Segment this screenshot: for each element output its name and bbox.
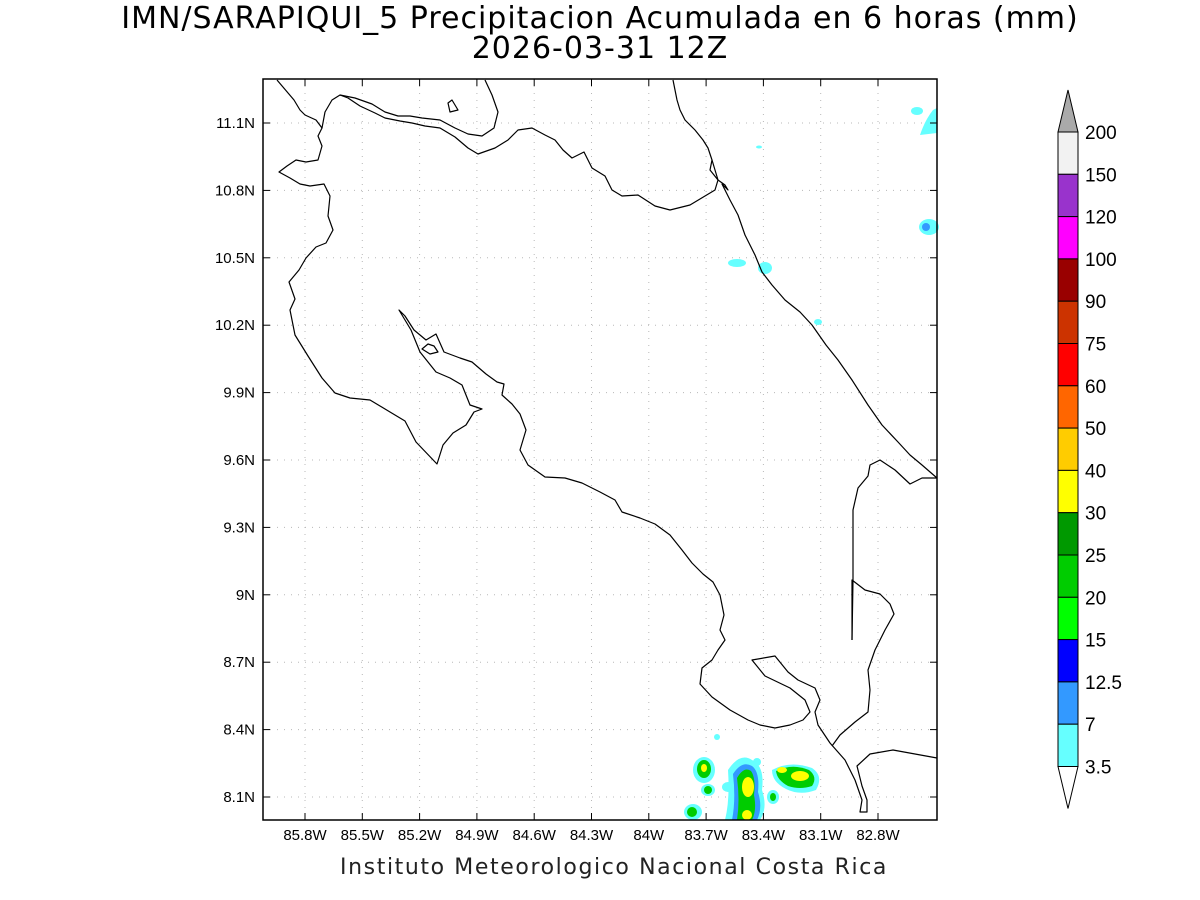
colorbar-label: 90	[1085, 292, 1106, 313]
colorbar-label: 30	[1085, 504, 1106, 525]
colorbar-label: 40	[1085, 461, 1106, 482]
colorbar-label: 20	[1085, 588, 1106, 609]
map-frame	[262, 78, 938, 821]
colorbar-label: 25	[1085, 546, 1106, 567]
chart-subtitle-date: 2026-03-31 12Z	[471, 31, 729, 66]
colorbar-label: 200	[1085, 123, 1117, 144]
lat-tick-label: 11.1N	[216, 115, 255, 132]
colorbar-label: 60	[1085, 377, 1106, 398]
lon-tick-label: 85.8W	[283, 827, 327, 844]
colorbar-swatch	[1057, 681, 1079, 725]
colorbar-swatch	[1057, 385, 1079, 429]
colorbar-swatch	[1057, 216, 1079, 260]
colorbar-label: 150	[1085, 165, 1117, 186]
colorbar-swatch	[1057, 258, 1079, 302]
credit-text: Instituto Meteorologico Nacional Costa R…	[340, 855, 888, 880]
latitude-ticks: 11.1N 10.8N 10.5N 10.2N 9.9N 9.6N 9.3N 9N 8.7N 8.…	[215, 115, 937, 806]
lat-tick-label: 9.6N	[223, 452, 255, 469]
precipitation-field	[684, 107, 939, 820]
coastline	[276, 79, 938, 813]
colorbar-swatch	[1057, 343, 1079, 387]
lat-tick-label: 8.7N	[223, 654, 255, 671]
lat-tick-label: 9.3N	[223, 519, 255, 536]
colorbar-swatch	[1057, 723, 1079, 768]
lon-tick-label: 84.9W	[455, 827, 499, 844]
lon-tick-label: 82.8W	[856, 827, 900, 844]
colorbar-label: 50	[1085, 419, 1106, 440]
lat-tick-label: 10.2N	[215, 317, 255, 334]
colorbar-swatch	[1057, 427, 1079, 471]
lon-tick-label: 84.6W	[513, 827, 557, 844]
colorbar-label: 3.5	[1085, 758, 1111, 779]
lat-tick-label: 9.9N	[223, 385, 255, 402]
lat-tick-label: 10.8N	[215, 182, 255, 199]
colorbar-swatch	[1057, 596, 1079, 641]
colorbar-label: 100	[1085, 250, 1117, 271]
colorbar-swatch	[1057, 469, 1079, 514]
lon-tick-label: 83.1W	[799, 827, 843, 844]
lon-tick-label: 85.2W	[398, 827, 442, 844]
lat-tick-label: 8.4N	[223, 722, 255, 739]
lat-tick-label: 9N	[236, 587, 255, 604]
colorbar-swatch	[1057, 639, 1079, 683]
colorbar-swatch	[1057, 554, 1079, 598]
chart-title: IMN/SARAPIQUI_5 Precipitacion Acumulada …	[121, 1, 1079, 36]
colorbar: 200 150 120 100 90 75 60 50 40 30 25 20 15 12.5 7 3.5	[1057, 89, 1122, 809]
lon-tick-label: 84.3W	[570, 827, 614, 844]
colorbar-swatch	[1057, 512, 1079, 556]
longitude-ticks: 85.8W 85.5W 85.2W 84.9W 84.6W 84.3W 84W 83.7W 83…	[283, 79, 901, 844]
colorbar-swatch	[1057, 173, 1079, 218]
colorbar-swatch	[1057, 300, 1079, 345]
colorbar-under-arrow	[1057, 766, 1079, 809]
colorbar-over-arrow	[1057, 89, 1079, 133]
colorbar-label: 15	[1085, 631, 1106, 652]
colorbar-label: 75	[1085, 335, 1106, 356]
lat-tick-label: 10.5N	[215, 250, 255, 267]
colorbar-label: 120	[1085, 208, 1117, 229]
lon-tick-label: 85.5W	[341, 827, 385, 844]
lat-tick-label: 8.1N	[223, 789, 255, 806]
lon-tick-label: 83.4W	[742, 827, 786, 844]
colorbar-swatch	[1057, 131, 1079, 175]
lon-tick-label: 83.7W	[684, 827, 728, 844]
lon-tick-label: 84W	[633, 827, 665, 844]
colorbar-label: 12.5	[1085, 673, 1122, 694]
colorbar-label: 7	[1085, 715, 1096, 736]
map-grid	[263, 79, 937, 820]
